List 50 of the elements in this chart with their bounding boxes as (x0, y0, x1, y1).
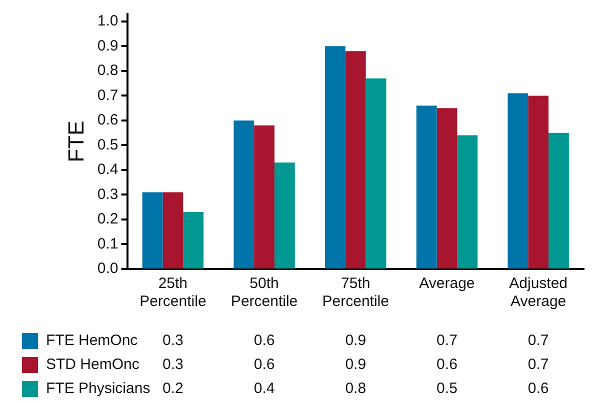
y-tick-label: 0.5 (97, 136, 118, 154)
data-label: 0.4 (254, 380, 275, 398)
data-label: 0.6 (254, 356, 275, 374)
y-tick-label: 0.9 (97, 37, 118, 54)
bar (436, 108, 458, 268)
bar (366, 78, 386, 268)
bar (325, 46, 346, 268)
x-tick-label: Adjusted Average (509, 275, 568, 310)
data-label: 0.6 (254, 332, 275, 350)
x-tick-label: 75th Percentile (322, 275, 389, 310)
x-tick-label: 50th Percentile (230, 275, 298, 310)
x-tick-label: Average (419, 275, 475, 292)
y-tick-label: 1.0 (97, 12, 118, 30)
legend-label: FTE Physicians (46, 380, 150, 398)
bar (142, 192, 163, 268)
bar (345, 51, 366, 268)
data-label: 0.9 (345, 332, 366, 350)
bar (548, 132, 569, 268)
bar (162, 192, 184, 268)
y-tick-label: 0.3 (97, 186, 118, 203)
data-label: 0.6 (436, 356, 458, 374)
bar (254, 125, 274, 268)
y-tick-label: 0.1 (97, 235, 118, 252)
bar (508, 93, 528, 268)
data-label: 0.3 (162, 332, 184, 350)
data-label: 0.3 (162, 356, 184, 374)
y-tick-label: 0.4 (97, 161, 118, 178)
bar (183, 212, 204, 268)
legend-label: STD HemOnc (46, 356, 140, 374)
data-label: 0.8 (345, 380, 366, 398)
data-label: 0.7 (436, 332, 458, 350)
bar (274, 162, 295, 268)
y-tick-label: 0.8 (97, 62, 118, 80)
bar (457, 135, 478, 268)
y-tick-label: 0.0 (97, 260, 118, 278)
data-label: 0.7 (528, 356, 549, 374)
x-tick-label: 25th Percentile (140, 275, 206, 310)
y-tick-label: 0.2 (97, 210, 118, 228)
data-label: 0.9 (345, 356, 366, 374)
data-label: 0.5 (436, 380, 458, 398)
y-axis-title: FTE (63, 120, 88, 162)
y-tick-label: 0.7 (97, 86, 118, 104)
legend-label: FTE HemOnc (46, 332, 138, 350)
bar (528, 96, 549, 268)
data-label: 0.6 (528, 380, 549, 398)
data-label: 0.2 (162, 380, 184, 398)
bar (234, 120, 254, 268)
data-label: 0.7 (528, 332, 549, 350)
bar (416, 106, 437, 268)
y-tick-label: 0.6 (97, 112, 118, 129)
